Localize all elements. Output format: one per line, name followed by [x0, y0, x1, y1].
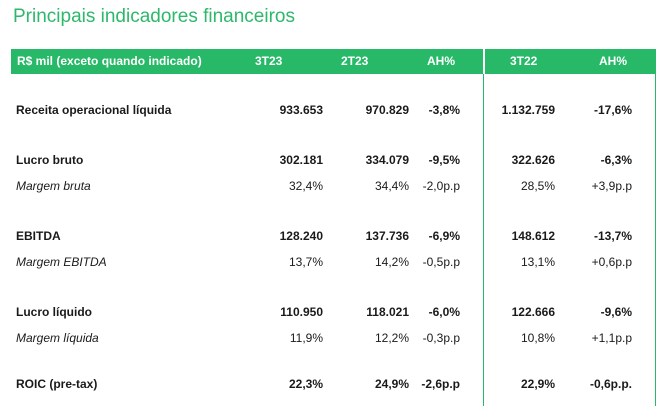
- row-label: Margem EBITDA: [16, 255, 107, 269]
- row-value: 22,9%: [520, 377, 555, 391]
- row-label: Lucro líquido: [16, 305, 92, 319]
- row-value: 12,2%: [374, 331, 409, 345]
- row-value: -6,3%: [600, 153, 632, 167]
- table-row: Lucro líquido 110.950 118.021 -6,0% 122.666 -…: [0, 302, 662, 322]
- row-value: -6,0%: [428, 305, 460, 319]
- column-divider-right: [655, 74, 656, 406]
- row-value: -9,5%: [428, 153, 460, 167]
- row-value: 28,5%: [520, 179, 555, 193]
- row-value: -17,6%: [593, 103, 632, 117]
- table-row: Margem EBITDA 13,7% 14,2% -0,5p.p 13,1% +0,6p…: [0, 252, 662, 272]
- row-value: 24,9%: [374, 377, 409, 391]
- row-value: -6,9%: [428, 229, 460, 243]
- header-label: R$ mil (exceto quando indicado): [17, 54, 202, 68]
- row-value: -2,0p.p: [422, 179, 460, 193]
- table-header: R$ mil (exceto quando indicado) 3T23 2T2…: [11, 49, 656, 74]
- row-value: 10,8%: [520, 331, 555, 345]
- table-row: ROIC (pre-tax) 22,3% 24,9% -2,6p.p 22,9% -0,6…: [0, 374, 662, 394]
- row-value: 302.181: [279, 153, 323, 167]
- row-label: Receita operacional líquida: [16, 103, 172, 117]
- header-3t23: 3T23: [255, 54, 283, 68]
- row-value: -0,6p.p.: [589, 377, 632, 391]
- row-value: +1,1p.p: [591, 331, 632, 345]
- row-label: Margem bruta: [16, 179, 91, 193]
- header-2t23: 2T23: [341, 54, 369, 68]
- table-row: Margem líquida 11,9% 12,2% -0,3p.p 10,8% +1,1…: [0, 328, 662, 348]
- row-value: 970.829: [365, 103, 409, 117]
- row-value: -9,6%: [600, 305, 632, 319]
- table-row: Lucro bruto 302.181 334.079 -9,5% 322.626 -6,…: [0, 150, 662, 170]
- row-value: 22,3%: [288, 377, 323, 391]
- row-value: -3,8%: [428, 103, 460, 117]
- page-title: Principais indicadores financeiros: [13, 6, 295, 27]
- row-label: EBITDA: [16, 229, 61, 243]
- row-value: 933.653: [279, 103, 323, 117]
- header-3t22: 3T22: [510, 54, 538, 68]
- row-value: 334.079: [365, 153, 409, 167]
- header-divider: [483, 49, 485, 74]
- row-value: 13,7%: [288, 255, 323, 269]
- row-value: -0,3p.p: [422, 331, 460, 345]
- row-label: ROIC (pre-tax): [16, 377, 98, 391]
- row-value: 14,2%: [374, 255, 409, 269]
- row-value: 137.736: [365, 229, 409, 243]
- row-value: +3,9p.p: [591, 179, 632, 193]
- row-value: -2,6p.p: [421, 377, 460, 391]
- row-value: -0,5p.p: [422, 255, 460, 269]
- row-value: 118.021: [366, 305, 409, 319]
- row-value: 322.626: [511, 153, 555, 167]
- row-value: 1.132.759: [501, 103, 555, 117]
- header-ah-1: AH%: [427, 54, 456, 68]
- column-divider-left: [483, 74, 484, 406]
- row-value: 148.612: [511, 229, 555, 243]
- row-value: 13,1%: [520, 255, 555, 269]
- row-value: 128.240: [279, 229, 323, 243]
- row-value: -13,7%: [593, 229, 632, 243]
- row-value: 122.666: [511, 305, 555, 319]
- row-value: 11,9%: [289, 331, 323, 345]
- row-label: Margem líquida: [16, 331, 99, 345]
- row-value: 110.950: [280, 305, 323, 319]
- row-value: 34,4%: [374, 179, 409, 193]
- header-ah-2: AH%: [599, 54, 628, 68]
- row-value: +0,6p.p: [591, 255, 632, 269]
- row-label: Lucro bruto: [16, 153, 84, 167]
- table-row: Margem bruta 32,4% 34,4% -2,0p.p 28,5% +3,9p.…: [0, 176, 662, 196]
- table-row: Receita operacional líquida 933.653 970.82…: [0, 100, 662, 120]
- table-row: EBITDA 128.240 137.736 -6,9% 148.612 -13,7%: [0, 226, 662, 246]
- row-value: 32,4%: [288, 179, 323, 193]
